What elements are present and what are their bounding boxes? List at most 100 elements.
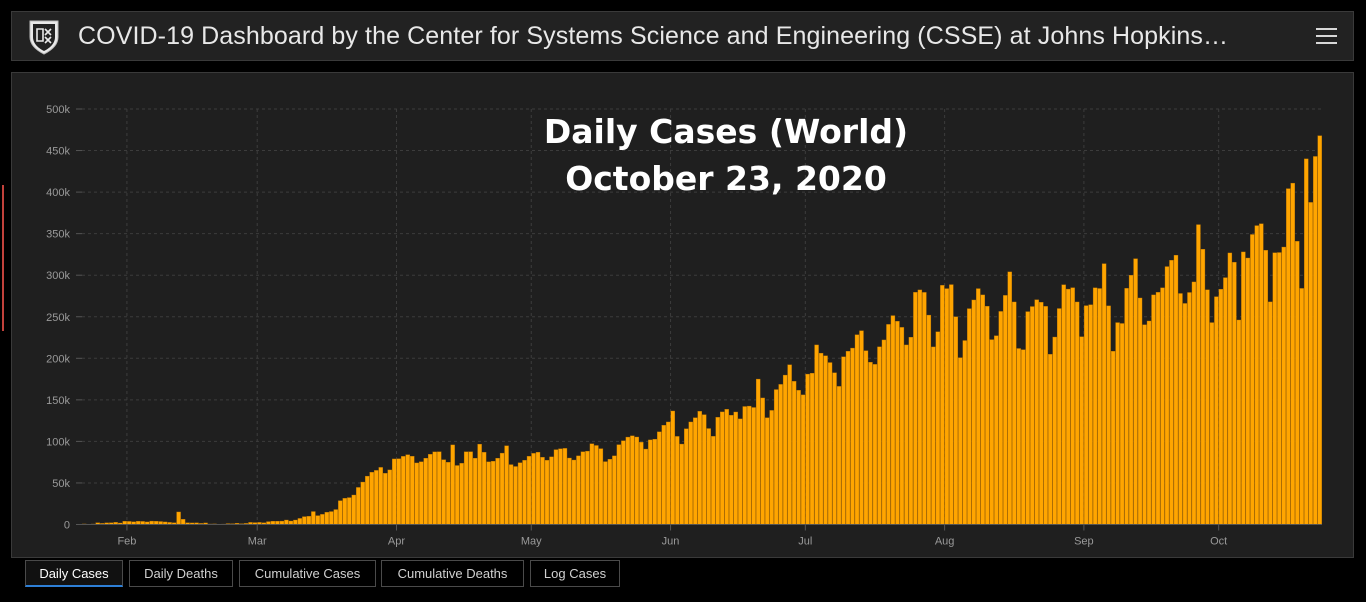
chart-bar[interactable] xyxy=(791,381,797,525)
chart-bar[interactable] xyxy=(405,454,410,525)
chart-bar[interactable] xyxy=(1169,260,1174,525)
chart-bar[interactable] xyxy=(1083,305,1089,525)
chart-bar[interactable] xyxy=(760,397,765,525)
chart-bar[interactable] xyxy=(1074,301,1080,525)
chart-bar[interactable] xyxy=(347,497,352,525)
chart-bar[interactable] xyxy=(549,456,554,525)
chart-bar[interactable] xyxy=(414,462,419,525)
chart-bar[interactable] xyxy=(706,428,711,525)
tab-cumulative-cases[interactable]: Cumulative Cases xyxy=(239,560,376,587)
chart-bar[interactable] xyxy=(720,411,725,525)
chart-bar[interactable] xyxy=(1065,288,1071,525)
chart-bar[interactable] xyxy=(913,292,918,525)
chart-bar[interactable] xyxy=(571,459,577,525)
chart-bar[interactable] xyxy=(342,498,347,525)
chart-bar[interactable] xyxy=(1286,188,1291,525)
chart-bar[interactable] xyxy=(755,378,761,525)
chart-bar[interactable] xyxy=(544,460,550,525)
chart-bar[interactable] xyxy=(967,308,972,525)
chart-bar[interactable] xyxy=(454,465,460,525)
chart-bar[interactable] xyxy=(1227,252,1233,525)
chart-bar[interactable] xyxy=(1016,348,1021,525)
chart-bar[interactable] xyxy=(697,411,702,525)
chart-bar[interactable] xyxy=(1299,288,1304,525)
chart-bar[interactable] xyxy=(351,494,356,525)
chart-bar[interactable] xyxy=(531,453,536,525)
tab-daily-deaths[interactable]: Daily Deaths xyxy=(129,560,233,587)
chart-bar[interactable] xyxy=(472,458,478,525)
chart-bar[interactable] xyxy=(958,357,963,525)
chart-bar[interactable] xyxy=(1218,289,1224,525)
chart-bar[interactable] xyxy=(508,464,514,525)
chart-bar[interactable] xyxy=(693,417,698,525)
chart-bar[interactable] xyxy=(971,299,976,525)
chart-bar[interactable] xyxy=(419,461,424,525)
chart-bar[interactable] xyxy=(634,436,640,525)
chart-bar[interactable] xyxy=(1160,287,1165,525)
chart-bar[interactable] xyxy=(284,519,289,525)
chart-bar[interactable] xyxy=(540,457,545,525)
chart-bar[interactable] xyxy=(1021,349,1026,525)
chart-bar[interactable] xyxy=(733,411,738,525)
chart-bar[interactable] xyxy=(603,461,608,525)
chart-bar[interactable] xyxy=(1164,266,1170,525)
chart-bar[interactable] xyxy=(827,362,833,525)
chart-bar[interactable] xyxy=(513,466,518,525)
chart-bar[interactable] xyxy=(625,436,631,525)
chart-bar[interactable] xyxy=(365,475,370,525)
chart-bar[interactable] xyxy=(729,415,734,525)
chart-bar[interactable] xyxy=(1030,306,1035,525)
chart-bar[interactable] xyxy=(423,458,428,525)
chart-bar[interactable] xyxy=(589,443,595,525)
tab-daily-cases[interactable]: Daily Cases xyxy=(25,560,123,587)
chart-bar[interactable] xyxy=(410,456,415,525)
chart-bar[interactable] xyxy=(297,518,303,525)
chart-bar[interactable] xyxy=(711,436,716,525)
chart-bar[interactable] xyxy=(841,356,846,525)
chart-bar[interactable] xyxy=(1092,287,1098,525)
chart-bar[interactable] xyxy=(845,351,851,525)
chart-bar[interactable] xyxy=(1245,257,1251,525)
chart-bar[interactable] xyxy=(1034,299,1039,525)
chart-bar[interactable] xyxy=(868,362,873,525)
chart-bar[interactable] xyxy=(738,418,743,525)
chart-bar[interactable] xyxy=(392,458,397,525)
chart-bar[interactable] xyxy=(535,452,541,525)
chart-bar[interactable] xyxy=(468,451,473,525)
chart-bar[interactable] xyxy=(607,459,613,525)
chart-bar[interactable] xyxy=(675,436,680,525)
chart-bar[interactable] xyxy=(1061,284,1066,525)
chart-bar[interactable] xyxy=(1236,319,1242,525)
chart-bar[interactable] xyxy=(1295,241,1300,525)
chart-bar[interactable] xyxy=(890,315,896,525)
chart-bar[interactable] xyxy=(1052,336,1057,525)
chart-bar[interactable] xyxy=(311,511,316,525)
chart-bar[interactable] xyxy=(850,347,855,525)
tab-cumulative-deaths[interactable]: Cumulative Deaths xyxy=(381,560,524,587)
chart-bar[interactable] xyxy=(383,473,388,525)
chart-bar[interactable] xyxy=(1119,323,1125,525)
chart-bar[interactable] xyxy=(396,458,401,525)
chart-bar[interactable] xyxy=(886,324,891,525)
chart-bar[interactable] xyxy=(324,512,330,525)
chart-bar[interactable] xyxy=(922,292,927,525)
chart-bar[interactable] xyxy=(1124,288,1129,525)
chart-bar[interactable] xyxy=(895,321,900,525)
chart-bar[interactable] xyxy=(504,445,509,525)
chart-bar[interactable] xyxy=(463,451,469,525)
chart-bar[interactable] xyxy=(616,444,622,525)
chart-bar[interactable] xyxy=(567,457,572,525)
chart-bar[interactable] xyxy=(428,454,433,525)
chart-bar[interactable] xyxy=(1101,263,1107,525)
chart-bar[interactable] xyxy=(1277,252,1282,525)
chart-bar[interactable] xyxy=(751,407,756,525)
hamburger-menu-icon[interactable] xyxy=(1313,21,1341,51)
chart-bar[interactable] xyxy=(872,364,878,525)
chart-bar[interactable] xyxy=(598,448,604,525)
chart-bar[interactable] xyxy=(702,414,707,525)
chart-bar[interactable] xyxy=(1313,156,1318,525)
chart-bar[interactable] xyxy=(576,455,581,525)
chart-bar[interactable] xyxy=(805,373,810,525)
chart-bar[interactable] xyxy=(832,372,837,525)
chart-bar[interactable] xyxy=(441,459,446,525)
